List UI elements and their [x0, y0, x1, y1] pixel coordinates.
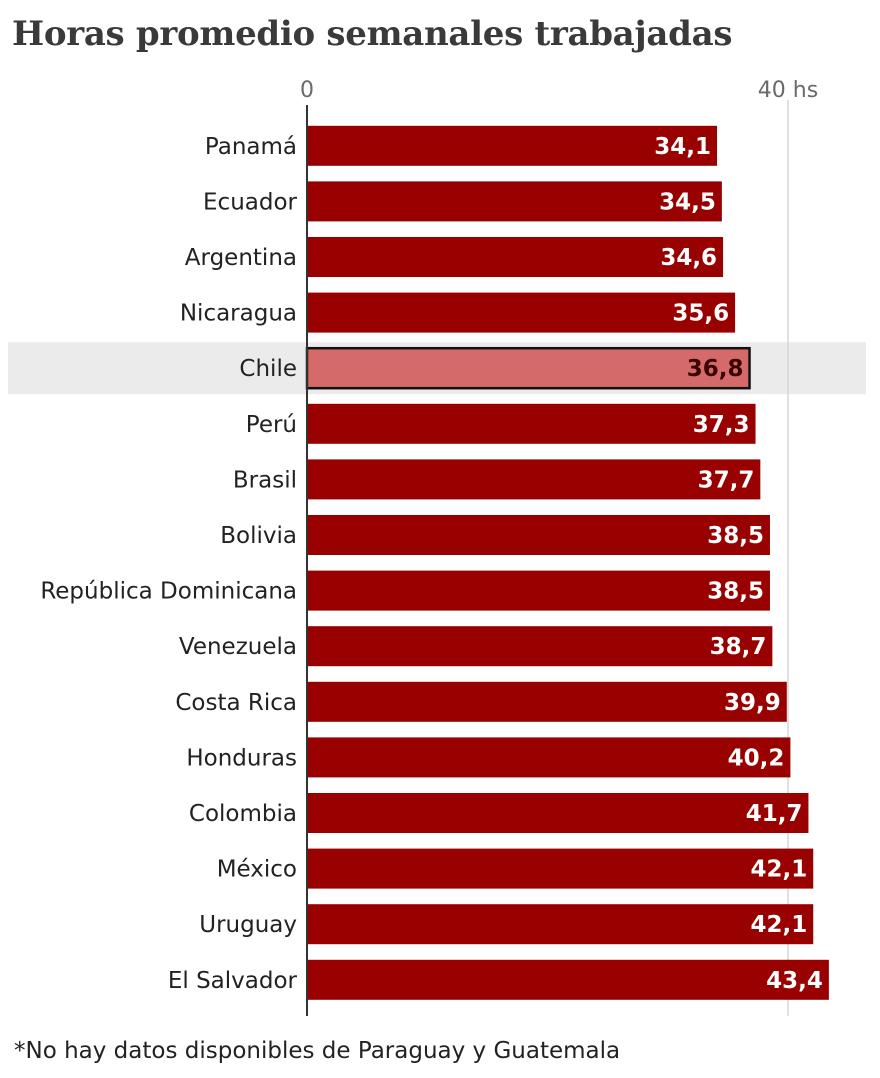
value-label: 43,4 — [766, 968, 823, 994]
bar — [307, 848, 814, 889]
category-label: Venezuela — [179, 634, 297, 660]
category-label: Colombia — [189, 801, 297, 827]
bar — [307, 459, 761, 500]
value-label: 42,1 — [751, 912, 808, 938]
bar — [307, 292, 736, 333]
category-label: República Dominicana — [40, 579, 297, 605]
bar — [307, 626, 773, 667]
bar — [307, 904, 814, 945]
value-label: 39,9 — [724, 690, 781, 716]
category-label: Ecuador — [203, 189, 298, 215]
x-tick-label: 40 hs — [758, 78, 818, 103]
value-label: 42,1 — [751, 857, 808, 883]
value-label: 35,6 — [672, 301, 729, 327]
value-label: 40,2 — [728, 745, 785, 771]
bar — [307, 959, 829, 1000]
footnote: *No hay datos disponibles de Paraguay y … — [14, 1038, 621, 1064]
bar — [307, 237, 724, 277]
value-label: 38,5 — [707, 523, 764, 549]
bar — [307, 570, 770, 611]
category-label: Honduras — [186, 745, 297, 771]
value-label: 34,5 — [659, 189, 716, 215]
value-label: 41,7 — [746, 801, 803, 827]
value-label: 37,3 — [693, 412, 750, 438]
value-label: 38,5 — [707, 579, 764, 605]
category-label: Argentina — [185, 245, 297, 271]
bar-chart: 0 40 hs Panamá 34,1 Ecuador 34,5 Argentina 34,6… — [8, 78, 866, 1016]
category-label: Brasil — [233, 467, 297, 493]
bar — [307, 793, 809, 833]
value-label: 34,1 — [654, 134, 711, 160]
bar — [307, 403, 756, 444]
category-label: Uruguay — [199, 912, 297, 938]
chart-title: Horas promedio semanales trabajadas — [12, 14, 733, 54]
bar — [305, 346, 751, 390]
bar — [307, 181, 722, 222]
bar — [307, 681, 787, 722]
value-label: 36,8 — [687, 356, 744, 382]
bar — [307, 515, 770, 555]
value-label: 37,7 — [698, 467, 755, 493]
category-label: Bolivia — [220, 523, 297, 549]
category-label: México — [217, 857, 297, 883]
category-label: Chile — [239, 356, 297, 382]
bar — [307, 125, 718, 166]
category-label: El Salvador — [168, 968, 298, 994]
category-label: Costa Rica — [175, 690, 297, 716]
category-label: Panamá — [205, 134, 297, 160]
category-label: Nicaragua — [180, 301, 297, 327]
value-label: 34,6 — [660, 245, 717, 271]
bar — [307, 737, 791, 778]
value-label: 38,7 — [710, 634, 767, 660]
x-tick-label: 0 — [300, 78, 314, 103]
category-label: Perú — [246, 412, 297, 438]
